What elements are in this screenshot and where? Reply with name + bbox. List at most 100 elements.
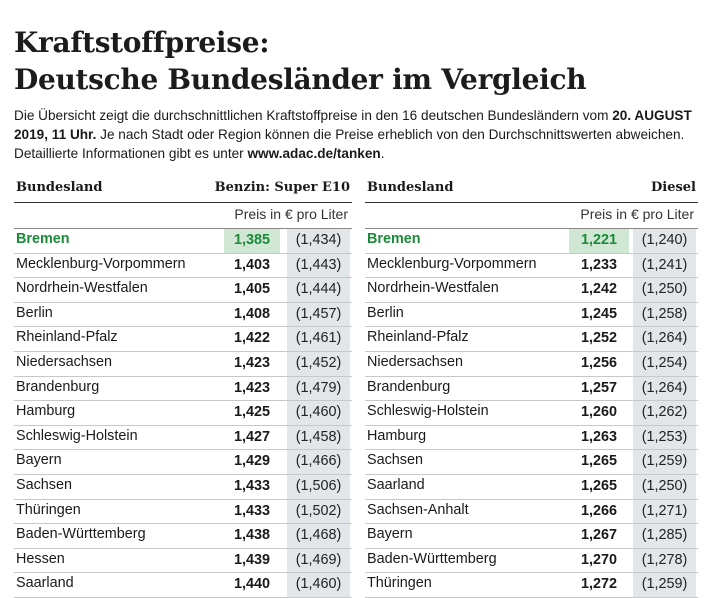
current-price: 1,405 (233, 281, 270, 298)
current-price: 1,252 (580, 330, 617, 347)
current-price: 1,221 (569, 229, 629, 253)
benzin-unit-label: Preis in € pro Liter (234, 206, 348, 222)
page-title: Kraftstoffpreise: Deutsche Bundesländer … (14, 24, 587, 98)
current-price: 1,242 (580, 281, 617, 298)
state-name: Saarland (367, 476, 425, 493)
state-name: Baden-Württemberg (16, 526, 146, 543)
previous-price: (1,259) (633, 450, 696, 474)
diesel-column-state: Bundesland (367, 180, 454, 195)
table-row: Saarland 1,265 (1,250) (365, 474, 698, 500)
table-row: Berlin 1,245 (1,258) (365, 302, 698, 328)
table-row: Nordrhein-Westfalen 1,242 (1,250) (365, 278, 698, 303)
diesel-column-fuel: Diesel (650, 180, 696, 195)
state-name: Berlin (16, 304, 53, 321)
benzin-unit-row: Preis in € pro Liter (14, 203, 352, 229)
current-price: 1,433 (233, 502, 270, 519)
table-row: Rheinland-Pfalz 1,252 (1,264) (365, 327, 698, 352)
previous-price: (1,460) (287, 573, 350, 597)
previous-price: (1,479) (287, 376, 350, 401)
intro-text-1: Die Übersicht zeigt die durchschnittlich… (14, 108, 613, 123)
benzin-header-rule (14, 202, 352, 203)
table-row: Sachsen 1,433 (1,506) (14, 474, 352, 500)
state-name: Thüringen (16, 501, 81, 518)
previous-price: (1,443) (287, 253, 350, 278)
table-row: Saarland 1,440 (1,460) (14, 573, 352, 598)
state-name: Hessen (16, 550, 65, 567)
table-row: Bayern 1,267 (1,285) (365, 524, 698, 549)
diesel-unit-row: Preis in € pro Liter (365, 203, 698, 229)
title-line-2: Deutsche Bundesländer im Vergleich (14, 63, 587, 96)
previous-price: (1,460) (287, 401, 350, 425)
current-price: 1,245 (580, 305, 617, 322)
state-name: Sachsen-Anhalt (367, 501, 469, 518)
table-row: Bremen 1,221 (1,240) (365, 229, 698, 254)
table-row: Niedersachsen 1,423 (1,452) (14, 351, 352, 377)
table-row: Hamburg 1,425 (1,460) (14, 401, 352, 426)
current-price: 1,423 (233, 379, 270, 396)
table-row: Thüringen 1,272 (1,259) (365, 573, 698, 598)
table-row: Niedersachsen 1,256 (1,254) (365, 351, 698, 377)
current-price: 1,267 (580, 527, 617, 544)
current-price: 1,266 (580, 502, 617, 519)
previous-price: (1,502) (287, 499, 350, 524)
previous-price: (1,240) (633, 229, 696, 253)
diesel-header-rule (365, 202, 698, 203)
diesel-table-header: Bundesland Diesel (365, 178, 698, 202)
current-price: 1,260 (580, 404, 617, 421)
benzin-table-header: Bundesland Benzin: Super E10 (14, 178, 352, 202)
table-row: Brandenburg 1,257 (1,264) (365, 376, 698, 402)
intro-text-2: Je nach Stadt oder Region können die Pre… (14, 127, 685, 161)
diesel-rows: Bremen 1,221 (1,240) Mecklenburg-Vorpommern… (365, 229, 698, 598)
current-price: 1,270 (580, 551, 617, 568)
state-name: Rheinland-Pfalz (367, 329, 469, 346)
diesel-table: Bundesland Diesel Preis in € pro Liter B… (365, 178, 698, 598)
current-price: 1,233 (580, 256, 617, 273)
table-row: Nordrhein-Westfalen 1,405 (1,444) (14, 278, 352, 303)
previous-price: (1,457) (287, 302, 350, 327)
current-price: 1,257 (580, 379, 617, 396)
table-row: Brandenburg 1,423 (1,479) (14, 376, 352, 402)
benzin-rows: Bremen 1,385 (1,434) Mecklenburg-Vorpommern… (14, 229, 352, 598)
previous-price: (1,262) (633, 401, 696, 425)
current-price: 1,425 (233, 404, 270, 421)
table-row: Berlin 1,408 (1,457) (14, 302, 352, 328)
diesel-unit-label: Preis in € pro Liter (580, 206, 694, 222)
table-row: Mecklenburg-Vorpommern 1,403 (1,443) (14, 253, 352, 279)
previous-price: (1,253) (633, 425, 696, 450)
previous-price: (1,468) (287, 524, 350, 548)
current-price: 1,385 (224, 229, 280, 253)
state-name: Schleswig-Holstein (16, 427, 138, 444)
current-price: 1,438 (233, 527, 270, 544)
current-price: 1,440 (233, 576, 270, 593)
current-price: 1,439 (233, 551, 270, 568)
state-name: Bremen (16, 231, 70, 247)
current-price: 1,263 (580, 428, 617, 445)
state-name: Brandenburg (367, 378, 451, 395)
table-row: Rheinland-Pfalz 1,422 (1,461) (14, 327, 352, 352)
state-name: Sachsen (16, 476, 73, 493)
state-name: Sachsen (367, 452, 424, 469)
state-name: Berlin (367, 304, 404, 321)
benzin-column-fuel: Benzin: Super E10 (214, 180, 350, 195)
state-name: Rheinland-Pfalz (16, 329, 118, 346)
previous-price: (1,271) (633, 499, 696, 524)
current-price: 1,433 (233, 477, 270, 494)
current-price: 1,422 (233, 330, 270, 347)
current-price: 1,256 (580, 354, 617, 371)
previous-price: (1,258) (633, 302, 696, 327)
state-name: Bayern (367, 526, 413, 543)
state-name: Mecklenburg-Vorpommern (16, 255, 186, 272)
previous-price: (1,506) (287, 474, 350, 499)
table-row: Sachsen-Anhalt 1,266 (1,271) (365, 499, 698, 525)
current-price: 1,272 (580, 576, 617, 593)
state-name: Saarland (16, 575, 74, 592)
table-row: Sachsen 1,265 (1,259) (365, 450, 698, 475)
previous-price: (1,259) (633, 573, 696, 597)
table-row: Hamburg 1,263 (1,253) (365, 425, 698, 451)
state-name: Nordrhein-Westfalen (367, 280, 499, 297)
title-line-1: Kraftstoffpreise: (14, 26, 270, 59)
previous-price: (1,264) (633, 376, 696, 401)
current-price: 1,427 (233, 428, 270, 445)
previous-price: (1,250) (633, 278, 696, 302)
current-price: 1,265 (580, 477, 617, 494)
